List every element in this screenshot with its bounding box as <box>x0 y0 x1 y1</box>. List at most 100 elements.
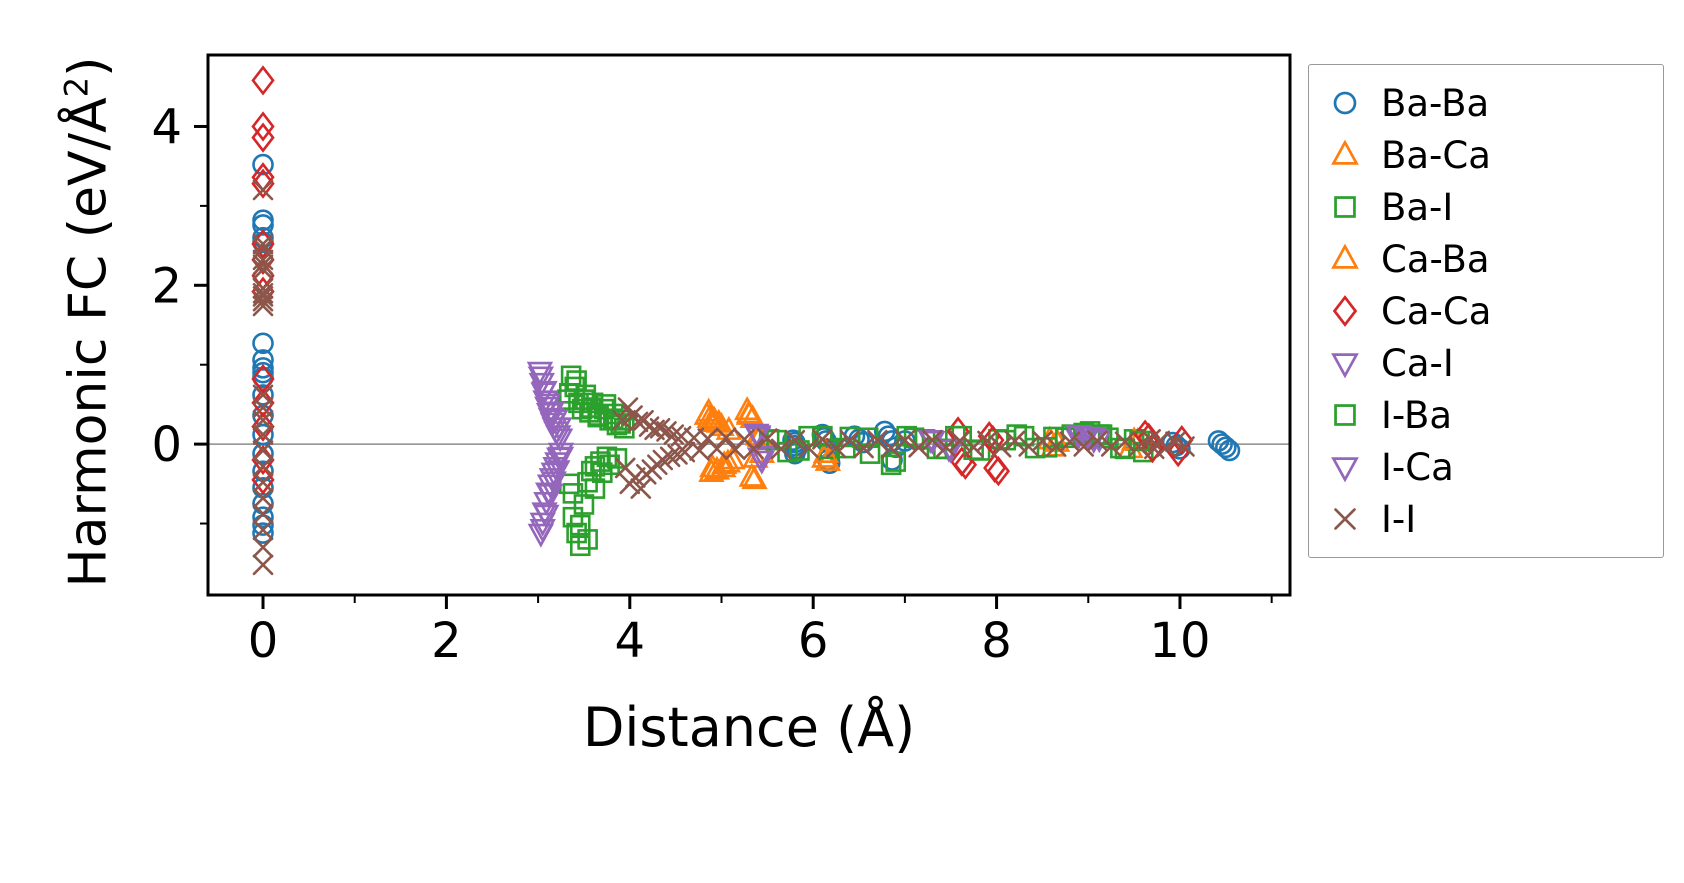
triangle-down-marker <box>1331 457 1359 483</box>
x-marker <box>252 503 274 525</box>
x-marker <box>252 254 274 275</box>
x-marker <box>1032 430 1053 452</box>
diamond-marker <box>251 387 275 418</box>
x-marker <box>1087 430 1108 452</box>
x-marker <box>908 436 929 458</box>
triangle-up-marker <box>700 405 728 430</box>
y-axis-label-prefix: Harmonic FC (eV/Å <box>58 97 119 588</box>
x-marker <box>252 286 274 307</box>
triangle-down-marker <box>527 366 555 391</box>
x-axis-label: Distance (Å) <box>582 696 916 759</box>
legend-label: I-Ca <box>1381 445 1454 489</box>
y-tick-label: 4 <box>151 99 182 155</box>
legend-item-Ca-Ba: Ca-Ba <box>1323 233 1663 285</box>
square-marker <box>1013 425 1035 447</box>
x-tick-label: 4 <box>615 613 646 669</box>
square-marker <box>789 440 810 461</box>
x-marker <box>706 438 728 460</box>
x-tick-label: 8 <box>981 613 1012 669</box>
triangle-down-marker <box>919 430 946 455</box>
legend-label: Ca-I <box>1381 341 1454 385</box>
x-marker <box>1004 430 1026 452</box>
legend-item-Ca-I: Ca-I <box>1323 337 1663 389</box>
square-marker <box>599 454 620 476</box>
x-marker <box>252 409 274 431</box>
x-tick-label: 0 <box>248 613 279 669</box>
x-marker <box>252 519 274 541</box>
x-marker <box>1045 436 1067 457</box>
square-marker <box>569 514 591 536</box>
square-marker <box>857 427 879 449</box>
triangle-up-legend-icon <box>1331 243 1359 269</box>
x-marker <box>1073 436 1094 457</box>
triangle-up-marker <box>710 453 737 478</box>
series-I-I <box>252 179 1195 576</box>
legend: Ba-Ba Ba-Ca Ba-I Ca-Ba Ca-Ca Ca-I I-Ba I-Ca I-I <box>1308 64 1664 558</box>
x-marker <box>649 417 671 439</box>
x-marker <box>867 429 888 451</box>
x-marker <box>252 487 274 509</box>
square-marker <box>1334 196 1356 218</box>
square-marker <box>562 483 584 504</box>
legend-label: Ba-I <box>1381 185 1454 229</box>
diamond-marker <box>251 363 275 395</box>
x-marker <box>935 436 957 458</box>
diamond-legend-icon <box>1332 295 1358 327</box>
square-marker <box>569 535 591 557</box>
triangle-down-marker <box>546 428 574 453</box>
x-marker <box>663 424 685 445</box>
legend-item-Ca-Ca: Ca-Ca <box>1323 285 1663 337</box>
x-marker <box>252 290 274 312</box>
legend-label: I-I <box>1381 497 1417 541</box>
x-marker <box>757 428 778 449</box>
x-marker <box>770 438 792 460</box>
diamond-marker <box>251 411 275 442</box>
circle-marker <box>252 522 274 544</box>
y-axis-label-suffix: ) <box>58 56 119 77</box>
diamond-marker <box>981 425 1005 456</box>
circle-marker <box>252 153 274 176</box>
circle-marker <box>1218 439 1241 462</box>
diamond-marker <box>251 65 275 96</box>
x-marker <box>252 424 274 445</box>
x-marker <box>1018 436 1039 457</box>
x-marker <box>743 438 764 460</box>
x-tick-label: 2 <box>431 613 462 669</box>
legend-label: Ba-Ca <box>1381 133 1491 177</box>
y-tick-label: 0 <box>151 417 182 473</box>
diamond-marker <box>251 228 275 260</box>
x-marker <box>1165 431 1186 453</box>
diamond-marker <box>1332 295 1358 327</box>
x-marker <box>252 554 274 576</box>
triangle-up-marker <box>741 465 768 490</box>
x-marker <box>689 440 710 461</box>
circle-marker <box>1211 433 1233 455</box>
square-marker <box>558 382 580 404</box>
series-Ba-I <box>557 365 1154 557</box>
x-marker <box>798 437 819 459</box>
x-marker <box>839 429 861 451</box>
circle-marker <box>252 442 274 465</box>
x-marker <box>252 537 274 558</box>
triangle-down-marker <box>748 450 776 475</box>
legend-item-Ba-Ba: Ba-Ba <box>1323 77 1663 129</box>
x-marker <box>784 429 806 451</box>
square-marker <box>963 439 984 460</box>
triangle-up-marker <box>814 446 842 471</box>
legend-label: Ca-Ca <box>1381 289 1492 333</box>
diamond-marker <box>251 111 275 142</box>
x-marker <box>656 421 677 442</box>
x-marker <box>1059 431 1081 453</box>
x-marker <box>252 259 274 280</box>
x-marker <box>1114 431 1136 453</box>
x-marker <box>252 456 274 477</box>
square-marker <box>880 454 902 476</box>
triangle-down-marker <box>547 446 575 471</box>
legend-label: Ba-Ba <box>1381 81 1490 125</box>
x-marker <box>1155 436 1177 458</box>
x-marker <box>627 411 649 433</box>
x-marker <box>894 429 916 451</box>
triangle-up-marker <box>735 400 763 425</box>
series-I-Ca <box>527 366 1107 543</box>
